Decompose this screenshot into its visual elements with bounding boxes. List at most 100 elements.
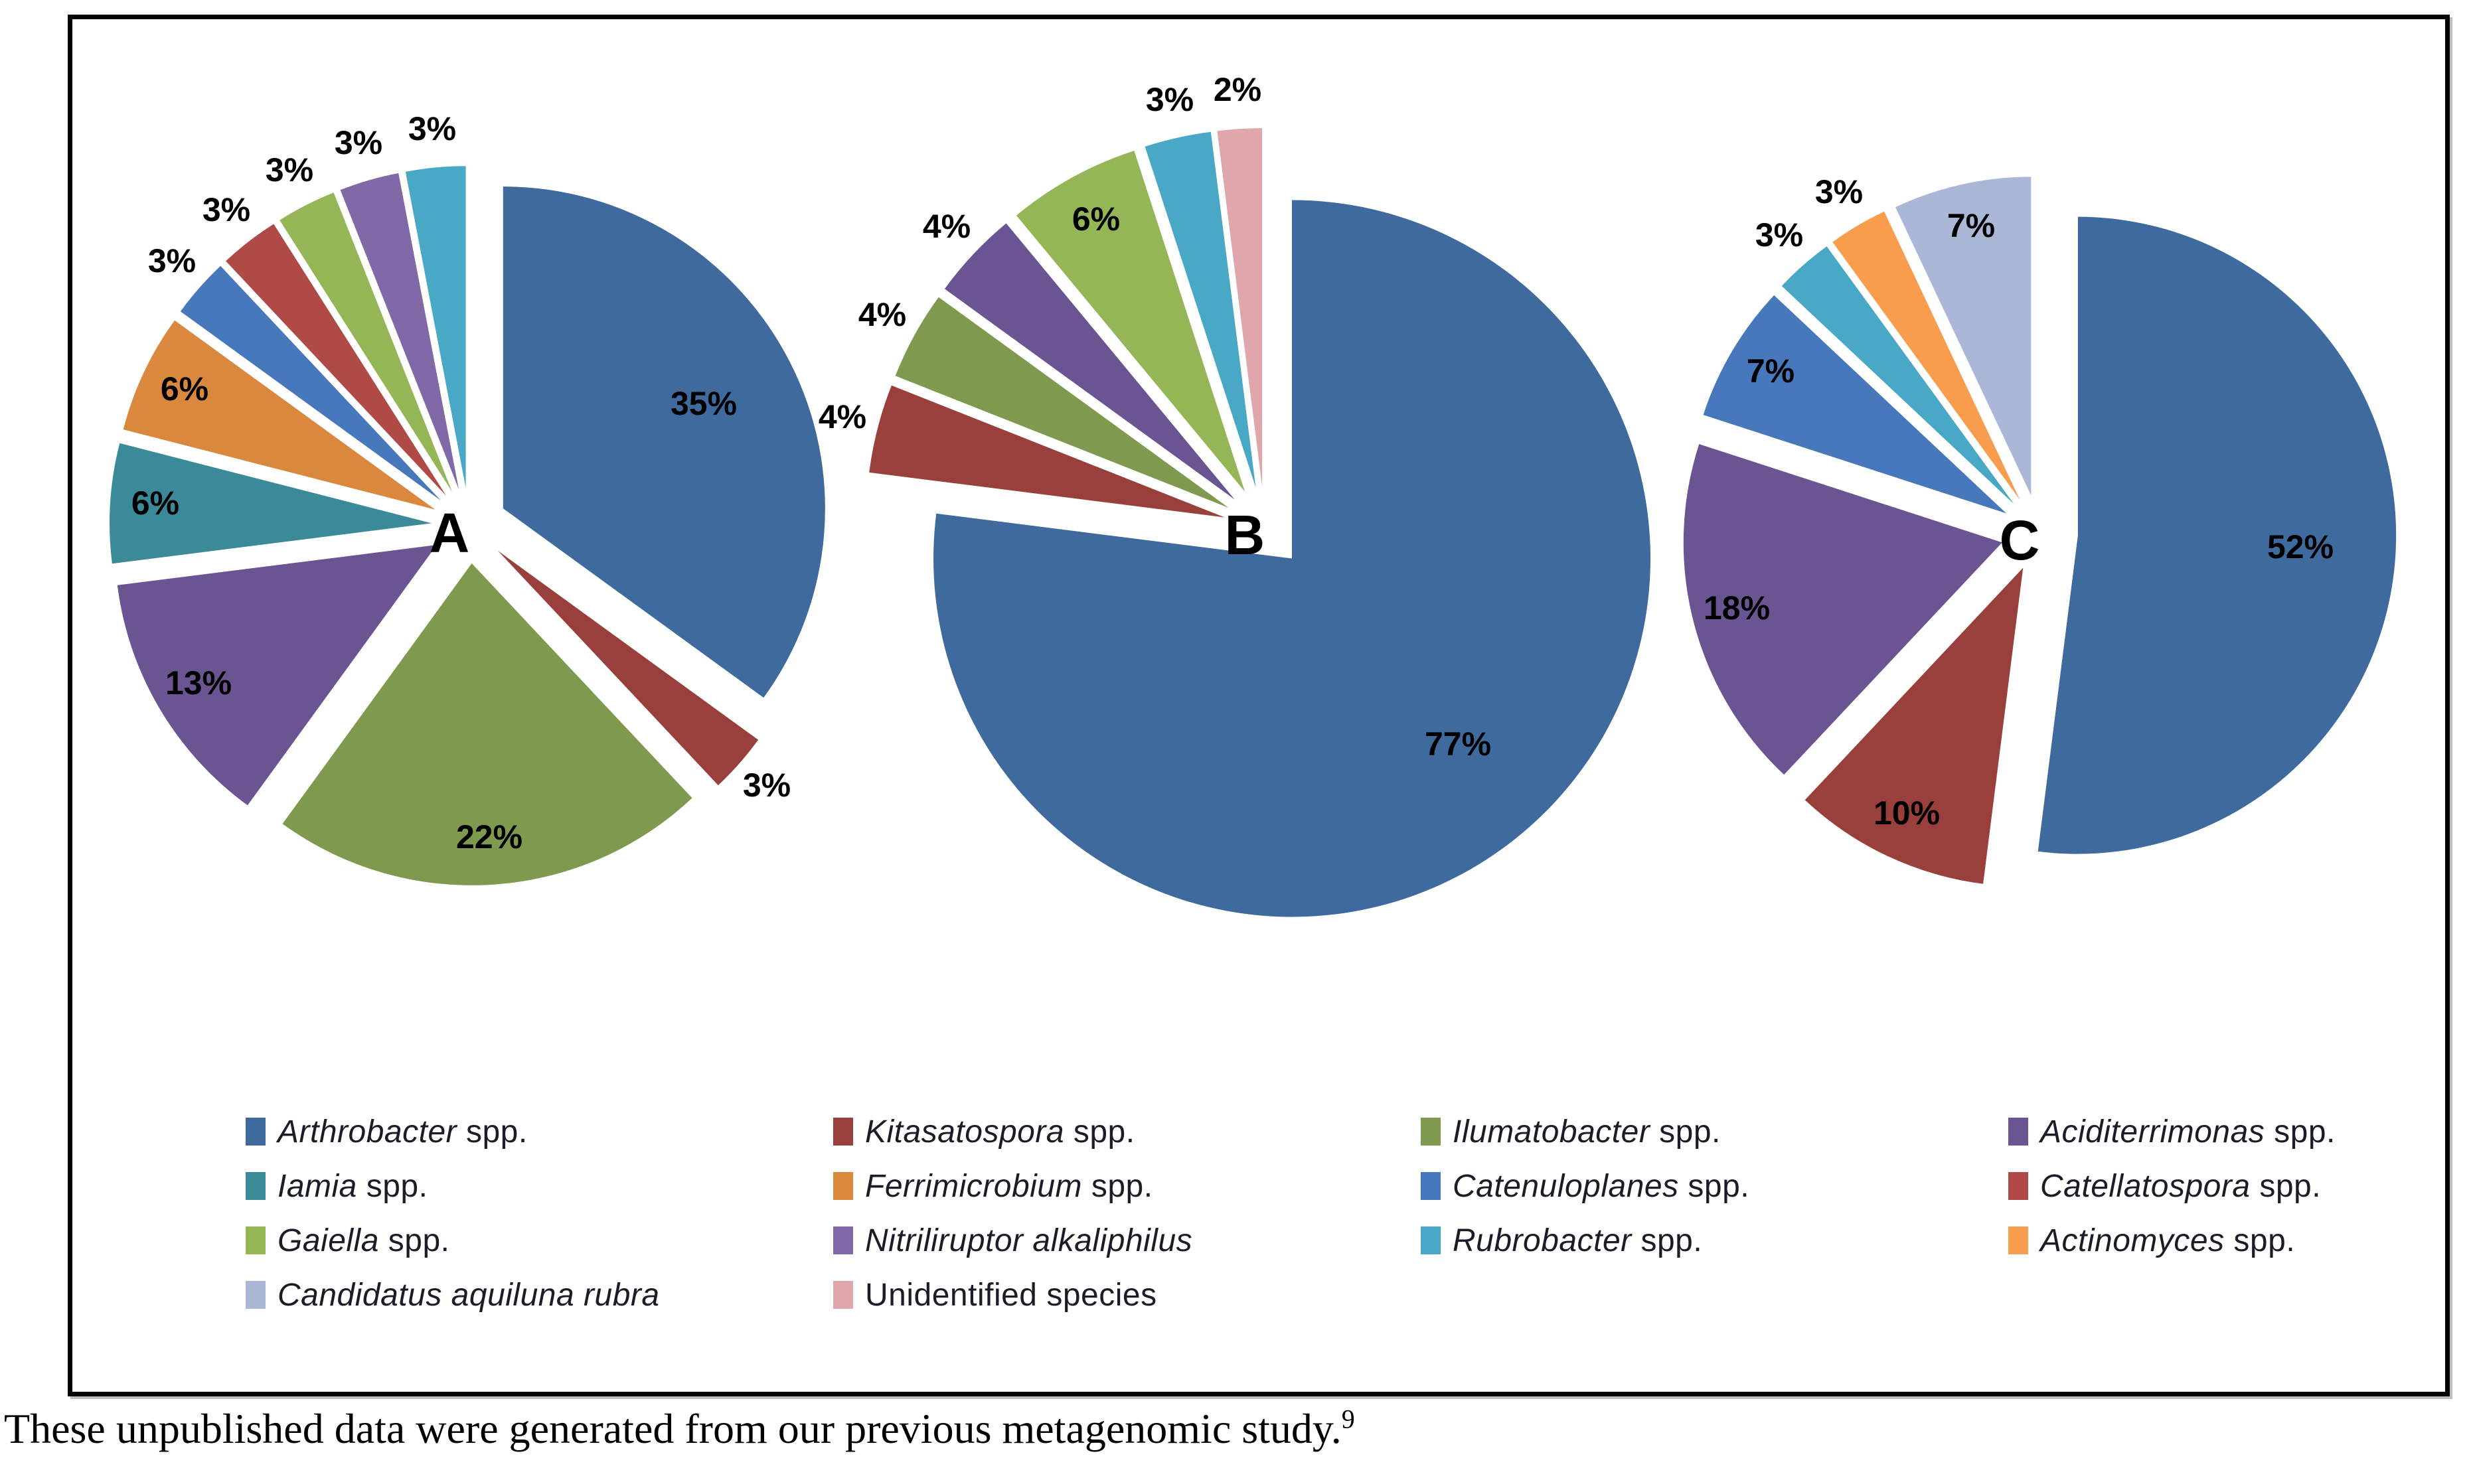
legend-swatch-ferrimicrobium (833, 1172, 853, 1200)
legend-item-ilumatobacter: Ilumatobacter spp. (1421, 1112, 1721, 1151)
legend-label-candidatus: Candidatus aquiluna rubra (278, 1277, 660, 1313)
pie-a-value-rubrobacter: 3% (408, 110, 456, 147)
pie-a-value-kitasatospora: 3% (743, 767, 791, 804)
pie-c: 52% 10% 18% 7% 3% 3% 7% C (1683, 173, 2397, 884)
legend-swatch-gaiella (246, 1226, 266, 1254)
pie-c-value-aciditerrimonas: 18% (1704, 589, 1770, 627)
pie-c-value-kitasatospora: 10% (1874, 794, 1940, 832)
pie-c-slice-arthrobacter (2037, 216, 2397, 854)
legend-item-kitasatospora: Kitasatospora spp. (833, 1112, 1135, 1151)
pie-a-slice-ferrimicrobium (123, 320, 436, 510)
legend-swatch-candidatus (246, 1281, 266, 1309)
legend-label-rubrobacter: Rubrobacter spp. (1453, 1223, 1703, 1258)
pie-b-value-gaiella: 6% (1072, 200, 1120, 238)
legend-swatch-unidentified (833, 1281, 853, 1309)
legend-label-arthrobacter: Arthrobacter spp. (278, 1114, 528, 1150)
legend-label-actinomyces: Actinomyces spp. (2040, 1223, 2296, 1258)
legend-swatch-nitriliruptor (833, 1226, 853, 1254)
pie-a-slice-iamia (110, 443, 432, 564)
pie-a-value-arthrobacter: 35% (671, 385, 737, 422)
legend-item-candidatus: Candidatus aquiluna rubra (246, 1275, 660, 1315)
legend-item-nitriliruptor: Nitriliruptor alkaliphilus (833, 1221, 1192, 1260)
pie-a-value-ferrimicrobium: 6% (161, 370, 208, 408)
pie-c-slice-kitasatospora (1804, 567, 2024, 884)
pie-b-slice-rubrobacter (1145, 131, 1256, 488)
pie-a-value-nitriliruptor: 3% (335, 124, 382, 161)
pie-b-value-rubrobacter: 3% (1146, 81, 1194, 118)
pie-b-letter: B (1225, 504, 1265, 566)
legend-label-catenuloplanes: Catenuloplanes spp. (1453, 1168, 1750, 1204)
pie-a-slice-kitasatospora (497, 550, 759, 786)
legend-swatch-catellatospora (2008, 1172, 2028, 1200)
pie-b-slice-kitasatospora (869, 385, 1225, 518)
pie-b-slice-unidentified (1217, 128, 1263, 487)
legend-swatch-kitasatospora (833, 1118, 853, 1146)
pie-a-slice-gaiella (279, 192, 453, 492)
legend-label-catellatospora: Catellatospora spp. (2040, 1168, 2322, 1204)
pie-a-value-iamia: 6% (131, 484, 179, 522)
pie-c-letter: C (2000, 509, 2040, 571)
pie-c-value-actinomyces: 3% (1815, 173, 1863, 210)
pie-b-value-aciditerrimonas: 4% (923, 208, 971, 245)
pie-c-value-arthrobacter: 52% (2267, 528, 2334, 565)
pie-b-value-unidentified: 2% (1214, 71, 1261, 108)
legend-swatch-aciditerrimonas (2008, 1118, 2028, 1146)
legend-item-arthrobacter: Arthrobacter spp. (246, 1112, 528, 1151)
legend-swatch-rubrobacter (1421, 1226, 1441, 1254)
pie-b-slice-arthrobacter (933, 200, 1651, 917)
pie-a-slice-catellatospora (226, 224, 447, 496)
legend-label-aciditerrimonas: Aciditerrimonas spp. (2040, 1114, 2336, 1150)
caption-text: These unpublished data were generated fr… (4, 1405, 1342, 1452)
pie-a-value-ilumatobacter: 22% (456, 818, 522, 855)
pie-a-slice-rubrobacter (405, 166, 466, 488)
legend-label-gaiella: Gaiella spp. (278, 1223, 450, 1258)
legend-label-ilumatobacter: Ilumatobacter spp. (1453, 1114, 1721, 1150)
caption-superscript: 9 (1341, 1404, 1355, 1434)
legend-item-catellatospora: Catellatospora spp. (2008, 1166, 2321, 1206)
legend-item-rubrobacter: Rubrobacter spp. (1421, 1221, 1702, 1260)
legend-item-catenuloplanes: Catenuloplanes spp. (1421, 1166, 1749, 1206)
pie-c-slice-aciditerrimonas (1683, 444, 2002, 775)
pie-a-value-catellatospora: 3% (202, 191, 250, 228)
legend-swatch-catenuloplanes (1421, 1172, 1441, 1200)
legend-label-iamia: Iamia spp. (278, 1168, 428, 1204)
legend-item-gaiella: Gaiella spp. (246, 1221, 449, 1260)
pie-c-slice-actinomyces (1832, 211, 2020, 500)
legend-item-actinomyces: Actinomyces spp. (2008, 1221, 2295, 1260)
pie-c-slice-catenuloplanes (1703, 295, 2007, 514)
legend-swatch-actinomyces (2008, 1226, 2028, 1254)
pie-b-value-arthrobacter: 77% (1425, 725, 1491, 763)
pie-b-value-kitasatospora: 4% (819, 398, 866, 435)
pie-b-slice-ilumatobacter (895, 297, 1229, 508)
pie-a-slice-nitriliruptor (340, 173, 459, 490)
pie-a-value-aciditerrimonas: 13% (165, 664, 232, 702)
pie-c-value-candidatus: 7% (1947, 207, 1995, 244)
legend-label-unidentified: Unidentified species (865, 1277, 1157, 1313)
legend-label-nitriliruptor: Nitriliruptor alkaliphilus (865, 1223, 1193, 1258)
pie-c-slice-rubrobacter (1781, 246, 2014, 504)
pie-a-slice-ilumatobacter (282, 563, 692, 885)
pie-b: 77% 4% 4% 4% 6% 3% 2% B (819, 71, 1651, 917)
pie-b-value-ilumatobacter: 4% (858, 296, 906, 333)
pie-a-slice-aciditerrimonas (117, 545, 437, 806)
pie-a: 35%3%22%13%6%6%3%3%3%3% 3%A (110, 110, 825, 885)
legend-item-iamia: Iamia spp. (246, 1166, 428, 1206)
legend-swatch-arthrobacter (246, 1118, 266, 1146)
legend-label-kitasatospora: Kitasatospora spp. (865, 1114, 1135, 1150)
pie-b-slice-gaiella (1016, 151, 1245, 492)
pie-b-slice-aciditerrimonas (944, 223, 1235, 500)
legend-swatch-iamia (246, 1172, 266, 1200)
caption: These unpublished data were generated fr… (4, 1404, 1355, 1453)
legend-item-aciditerrimonas: Aciditerrimonas spp. (2008, 1112, 2336, 1151)
legend-label-ferrimicrobium: Ferrimicrobium spp. (865, 1168, 1153, 1204)
legend-item-unidentified: Unidentified species (833, 1275, 1157, 1315)
pie-a-letter: A (430, 502, 470, 564)
pie-c-value-rubrobacter: 3% (1755, 216, 1803, 254)
pie-a-value-catenuloplanes: 3% (148, 242, 196, 279)
legend-swatch-ilumatobacter (1421, 1118, 1441, 1146)
legend-item-ferrimicrobium: Ferrimicrobium spp. (833, 1166, 1153, 1206)
pie-a-slice-catenuloplanes (180, 265, 441, 501)
pie-a-value-gaiella: 3% (266, 151, 313, 188)
